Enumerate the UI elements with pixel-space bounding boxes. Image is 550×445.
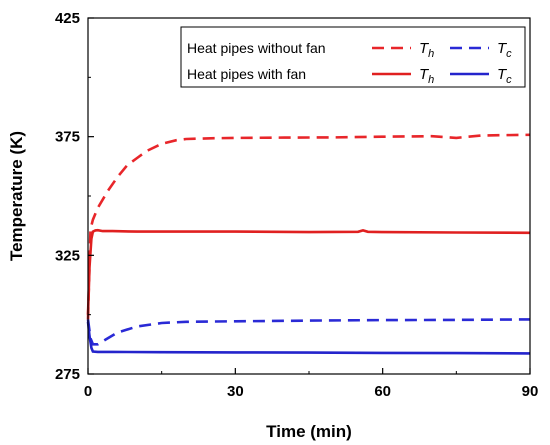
series-line-1 — [86, 318, 531, 346]
y-tick-label: 375 — [55, 129, 80, 146]
y-tick-label: 325 — [55, 247, 80, 264]
y-tick-label: 275 — [55, 366, 80, 383]
series-layer — [86, 133, 531, 355]
tick-layer: 0 30 60 90 275 325 375 425 — [55, 10, 538, 400]
x-tick-label: 30 — [227, 383, 244, 400]
series-line-2 — [86, 228, 531, 315]
series-line-3 — [86, 321, 531, 355]
legend-box — [180, 26, 526, 88]
y-axis-title: Temperature (K) — [7, 131, 26, 261]
legend: Heat pipes without fan Heat pipes with f… — [180, 26, 526, 88]
x-tick-label: 60 — [374, 383, 391, 400]
y-tick-label: 425 — [55, 10, 80, 27]
legend-label-without-fan: Heat pipes without fan — [187, 40, 326, 56]
x-tick-label: 90 — [522, 383, 539, 400]
legend-label-with-fan: Heat pipes with fan — [187, 66, 306, 82]
series-line-0 — [86, 133, 531, 320]
x-axis-title: Time (min) — [266, 422, 352, 441]
x-tick-label: 0 — [84, 383, 92, 400]
